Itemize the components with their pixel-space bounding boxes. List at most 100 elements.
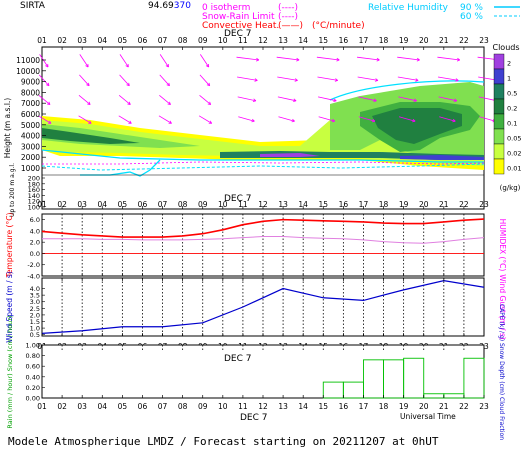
cloud-bottom-xtick-label: 04 (97, 200, 107, 209)
wind-arrow-head (207, 101, 212, 105)
wind-arrow (159, 74, 170, 87)
cloud-bottom-xtick-label: 07 (158, 200, 168, 209)
wind-arrow-head (87, 101, 91, 105)
legend-isotherm-swatch: (----) (278, 3, 298, 13)
zero-isotherm-line (42, 161, 485, 165)
cloud-ytick-low-label: 180 (28, 180, 40, 188)
wind-ytick-label: 2.5 (30, 305, 40, 313)
wind-arrow (158, 115, 172, 124)
wind-arrow-head (205, 63, 210, 68)
wind-arrow (79, 74, 90, 87)
wind-arrow-head (293, 98, 297, 103)
wind-arrow (79, 54, 89, 68)
wind-arrow-head (126, 82, 130, 87)
wind-arrow-head (127, 101, 131, 105)
cloud-bottom-xtick-label: 10 (218, 200, 228, 209)
colorbar-tick-label: 0.01 (507, 164, 521, 172)
cloud-top-xtick-label: 01 (37, 36, 47, 45)
wind-arrow (118, 115, 132, 124)
wind-arrow (318, 116, 335, 122)
cloud-top-xtick-label: 10 (218, 36, 228, 45)
wind-arrow (398, 96, 417, 102)
cloud-ytick-label: 6000 (21, 110, 40, 119)
colorbar-units: (g/kg) (500, 184, 521, 192)
wind-arrow-head (167, 101, 171, 105)
wind-arrow-head (46, 82, 50, 87)
wind-arrow (357, 76, 379, 81)
cloud-top-xtick-label: 20 (419, 36, 429, 45)
wind-arrow-head (125, 63, 129, 68)
rh90-contour-low (41, 149, 484, 163)
cloud-fraction-bar (403, 357, 425, 399)
precipitation-panel: 1.00 0.80 0.60 0.40 0.20 0.00 Rain (mm / hour)… (6, 304, 505, 440)
wind-speed-panel: 4.03.53.02.52.01.51.00.5 Wind Speed (m / … (5, 271, 507, 351)
cloud-top-xtick-label: 12 (258, 36, 268, 45)
cloud-bottom-xtick-label: 17 (359, 200, 369, 209)
wind-arrow (278, 116, 295, 122)
cloud-bottom-xtick-label: 01 (37, 200, 47, 209)
cloud-bottom-xtick-label: 15 (318, 200, 328, 209)
wind-arrow-head (412, 118, 416, 123)
cloud-top-xtick-label: 08 (178, 36, 188, 45)
wind-arrow-head (47, 120, 52, 124)
rh90-contour-high (329, 80, 485, 101)
wind-arrow (159, 54, 169, 68)
colorbar-swatch (493, 158, 505, 175)
wind-arrow-head (331, 118, 336, 123)
colorbar-tick-label: 0.1 (507, 119, 517, 127)
cloud-bottom-xtick-label: 05 (118, 200, 128, 209)
legend-convective-swatch: (——) (278, 21, 303, 31)
footer-title: Modele Atmospherique LMDZ / Forecast sta… (8, 435, 439, 448)
cloud-ytick-low-label: 160 (28, 186, 40, 194)
wind-arrow (236, 56, 259, 61)
wind-arrow-head (294, 78, 298, 82)
cloud-bottom-xtick-label: 03 (77, 200, 87, 209)
cloud-bottom-xtick-label: 02 (57, 200, 67, 209)
wind-arrow (398, 116, 416, 122)
legend-rh-60: 60 % (460, 12, 483, 22)
temp-ytick-label: 6.0 (30, 216, 40, 224)
wind-arrow (199, 54, 210, 68)
wind-arrow (119, 54, 129, 68)
cloud-ytick-low-label: 120 (28, 198, 40, 206)
wind-arrow (118, 95, 131, 105)
cloud-ytick-label: 1000 (21, 164, 40, 173)
wind-arrow (357, 56, 380, 61)
precip-ytick-label: 0.40 (26, 373, 40, 381)
cloud-top-xtick-label: 17 (359, 36, 369, 45)
wind-arrow (437, 56, 460, 61)
wind-arrow (159, 95, 171, 105)
cloud-top-xtick-label: 23 (479, 36, 489, 45)
colorbar-swatch (493, 143, 505, 160)
cloud-top-xtick-label: 04 (97, 36, 107, 45)
wind-arrow (199, 74, 211, 87)
wind-arrow-head (46, 101, 51, 105)
precip-ytick-label: 0.80 (26, 352, 40, 360)
cloud-top-xtick-label: 02 (57, 36, 67, 45)
wind-arrow (397, 76, 419, 81)
legend-snow-rain: Snow-Rain Limit (202, 12, 275, 22)
station-name: SIRTA (20, 1, 46, 11)
wind-arrow-head (374, 78, 379, 82)
wind-arrow (198, 115, 212, 124)
cloud-bottom-xtick-label: 09 (198, 200, 208, 209)
precip-xtick-label: 21 (439, 402, 449, 411)
wind-arrow (316, 56, 340, 61)
cloud-ytick-label: 2000 (21, 153, 40, 162)
cloud-bottom-xtick-label: 20 (419, 200, 429, 209)
precip-ylabel-right: CAPE (kJ / g) Snow Depth (cm) Cloud Frac… (498, 304, 505, 440)
cloud-ytick-label: 4000 (21, 132, 40, 141)
cloud-ytick-low-label: 100 (28, 204, 40, 212)
wind-arrow-head (165, 63, 169, 68)
wind-arrow-head (254, 78, 258, 82)
date-label-mid1: DEC 7 (224, 194, 252, 204)
colorbar-swatch (493, 83, 505, 100)
legend-isotherm: 0 isotherm (202, 3, 250, 13)
colorbar-tick-label: 0.5 (507, 89, 517, 97)
cloud-top-xtick-label: 15 (318, 36, 328, 45)
cloud-ytick-label: 7000 (21, 99, 40, 108)
wind-arrow (78, 95, 91, 105)
temp-ytick-label: 0.0 (30, 250, 40, 258)
cloud-bottom-xtick-label: 19 (399, 200, 409, 209)
